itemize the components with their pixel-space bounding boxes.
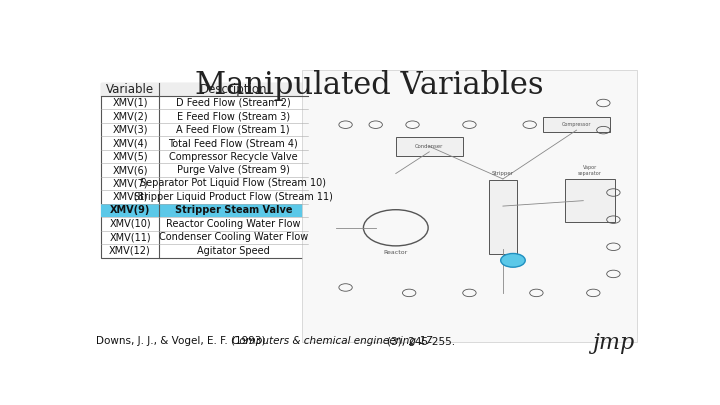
Text: Description: Description	[199, 83, 267, 96]
Bar	[565, 179, 615, 222]
Bar	[489, 179, 517, 254]
Bar	[396, 137, 463, 156]
Text: XMV(5): XMV(5)	[112, 151, 148, 162]
Text: Stripper Liquid Product Flow (Stream 11): Stripper Liquid Product Flow (Stream 11)	[134, 192, 333, 202]
Text: XMV(1): XMV(1)	[112, 98, 148, 108]
Text: Variable: Variable	[106, 83, 154, 96]
Text: Agitator Speed: Agitator Speed	[197, 246, 270, 256]
Text: XMV(11): XMV(11)	[109, 232, 151, 242]
Text: XMV(6): XMV(6)	[112, 165, 148, 175]
Text: Vapor
separator: Vapor separator	[578, 165, 602, 176]
Text: XMV(7): XMV(7)	[112, 179, 148, 188]
Text: XMV(2): XMV(2)	[112, 111, 148, 121]
Text: Separator Pot Liquid Flow (Stream 10): Separator Pot Liquid Flow (Stream 10)	[140, 179, 326, 188]
Text: A Feed Flow (Stream 1): A Feed Flow (Stream 1)	[176, 125, 290, 134]
Text: jmp: jmp	[592, 332, 634, 354]
Bar	[101, 204, 307, 217]
Text: Stripper: Stripper	[492, 171, 514, 177]
Text: Condenser: Condenser	[415, 144, 444, 149]
Text: E Feed Flow (Stream 3): E Feed Flow (Stream 3)	[176, 111, 290, 121]
Text: Computers & chemical engineering 17: Computers & chemical engineering 17	[232, 336, 433, 346]
Text: Downs, J. J., & Vogel, E. F. (1993).: Downs, J. J., & Vogel, E. F. (1993).	[96, 336, 271, 346]
Text: XMV(3): XMV(3)	[112, 125, 148, 134]
Text: Purge Valve (Stream 9): Purge Valve (Stream 9)	[177, 165, 289, 175]
Text: (3), 245-255.: (3), 245-255.	[387, 336, 456, 346]
Text: Reactor Cooling Water Flow: Reactor Cooling Water Flow	[166, 219, 300, 229]
Text: D Feed Flow (Stream 2): D Feed Flow (Stream 2)	[176, 98, 291, 108]
Text: XMV(9): XMV(9)	[110, 205, 150, 215]
Bar	[543, 117, 610, 132]
Bar	[101, 83, 307, 96]
Text: Compressor: Compressor	[562, 122, 591, 127]
Text: XMV(4): XMV(4)	[112, 138, 148, 148]
Text: Compressor Recycle Valve: Compressor Recycle Valve	[169, 151, 297, 162]
Bar	[101, 83, 307, 258]
Text: Total Feed Flow (Stream 4): Total Feed Flow (Stream 4)	[168, 138, 298, 148]
Text: Condenser Cooling Water Flow: Condenser Cooling Water Flow	[158, 232, 308, 242]
Text: Reactor: Reactor	[384, 249, 408, 255]
Text: XMV(8): XMV(8)	[112, 192, 148, 202]
Text: XMV(10): XMV(10)	[109, 219, 151, 229]
Text: Manipulated Variables: Manipulated Variables	[194, 70, 544, 101]
Bar	[302, 70, 636, 342]
Text: XMV(12): XMV(12)	[109, 246, 151, 256]
Text: Stripper Steam Valve: Stripper Steam Valve	[174, 205, 292, 215]
Circle shape	[500, 254, 525, 267]
